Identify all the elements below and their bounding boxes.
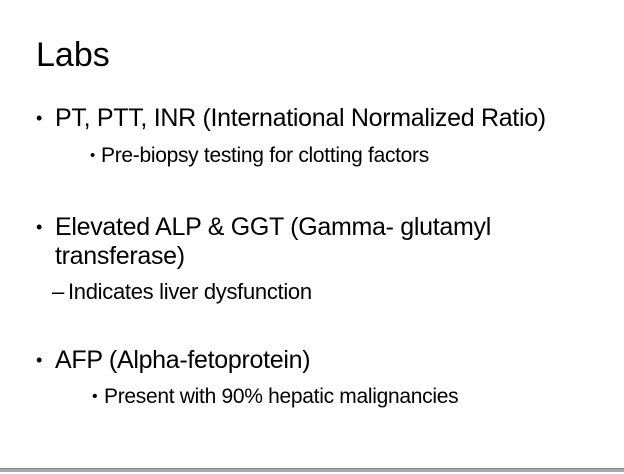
sub-bullet-text: Present with 90% hepatic malignancies (104, 384, 459, 409)
sub-bullet-marker: • (90, 147, 95, 164)
slide-title: Labs (36, 36, 110, 74)
sub-bullet-item: – Indicates liver dysfunction (52, 279, 312, 305)
bullet-item: • AFP (Alpha-fetoprotein) (36, 346, 311, 375)
bullet-line: Elevated ALP & GGT (Gamma- glutamyl (55, 213, 491, 241)
bullet-text: Elevated ALP & GGT (Gamma- glutamyl tran… (55, 213, 491, 271)
bullet-text: PT, PTT, INR (International Normalized R… (55, 104, 546, 133)
bullet-marker: • (36, 217, 43, 237)
sub-bullet-marker: • (92, 388, 98, 405)
bullet-marker: • (36, 108, 43, 128)
sub-bullet-text: Indicates liver dysfunction (68, 279, 312, 305)
dash-bullet-marker: – (52, 279, 64, 304)
bullet-marker: • (36, 350, 43, 370)
bullet-line: AFP (Alpha-fetoprotein) (55, 346, 311, 374)
sub-bullet-text: Pre-biopsy testing for clotting factors (101, 143, 429, 168)
bullet-line: Pre-biopsy testing for clotting factors (101, 144, 429, 167)
bottom-accent-bar (0, 468, 624, 472)
bullet-line: PT, PTT, INR (International Normalized R… (55, 104, 546, 132)
bullet-item: • PT, PTT, INR (International Normalized… (36, 104, 546, 133)
sub-bullet-item: • Present with 90% hepatic malignancies (92, 384, 459, 409)
bullet-text: AFP (Alpha-fetoprotein) (55, 346, 311, 375)
bullet-line: Indicates liver dysfunction (68, 279, 312, 304)
bullet-line: transferase) (55, 242, 185, 270)
bullet-line: Present with 90% hepatic malignancies (104, 385, 459, 408)
sub-bullet-item: • Pre-biopsy testing for clotting factor… (90, 143, 429, 168)
bullet-item: • Elevated ALP & GGT (Gamma- glutamyl tr… (36, 213, 491, 271)
